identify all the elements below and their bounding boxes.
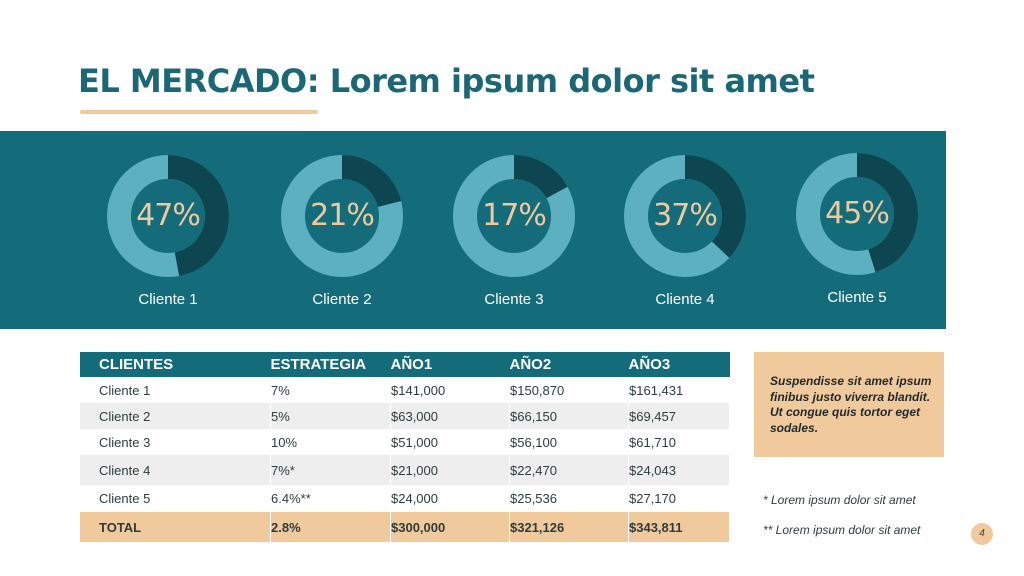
cell-year3: $161,431 [628, 377, 730, 403]
cell-year1: $51,000 [390, 429, 510, 455]
cell-year2: $150,870 [509, 377, 629, 403]
cell-client: Cliente 4 [80, 455, 271, 485]
total-year3: $343,811 [628, 512, 730, 542]
donut-4-label: Cliente 4 [655, 291, 715, 308]
cell-year1: $21,000 [390, 455, 510, 485]
donut-chart-1: 47% [105, 153, 231, 279]
clients-table: CLIENTES ESTRATEGIA AÑO1 AÑO2 AÑO3 Clien… [80, 352, 730, 542]
table-row: Cliente 4 7%* $21,000 $22,470 $24,043 [80, 455, 730, 485]
callout-note-text: Suspendisse sit amet ipsum finibus justo… [770, 374, 932, 435]
cell-strategy: 7%* [270, 455, 391, 485]
cell-strategy: 5% [270, 403, 391, 429]
col-header-ano1: AÑO1 [390, 352, 510, 377]
title-underline [80, 110, 318, 114]
donut-chart-2: 21% [279, 153, 405, 279]
donut-4-percent: 37% [653, 198, 718, 233]
table-total-row: TOTAL 2.8% $300,000 $321,126 $343,811 [80, 512, 730, 542]
cell-year2: $22,470 [509, 455, 629, 485]
cell-year2: $25,536 [509, 485, 629, 512]
cell-client: Cliente 2 [80, 403, 271, 429]
cell-client: Cliente 3 [80, 429, 271, 455]
cell-year3: $27,170 [628, 485, 730, 512]
donut-2-percent: 21% [310, 198, 375, 233]
table-header-row: CLIENTES ESTRATEGIA AÑO1 AÑO2 AÑO3 [80, 352, 730, 377]
donut-5-label: Cliente 5 [827, 289, 887, 306]
donut-5-value-arc [796, 153, 918, 275]
table-row: Cliente 3 10% $51,000 $56,100 $61,710 [80, 429, 730, 455]
total-year2: $321,126 [509, 512, 629, 542]
table-row: Cliente 2 5% $63,000 $66,150 $69,457 [80, 403, 730, 429]
donut-3-value-arc [453, 155, 575, 277]
donut-band: 47% Cliente 1 21% Cliente 2 17% Cliente … [0, 131, 946, 329]
donut-1-label: Cliente 1 [138, 291, 198, 308]
donut-chart-5: 45% [794, 151, 920, 277]
cell-year1: $24,000 [390, 485, 510, 512]
donut-chart-3: 17% [451, 153, 577, 279]
donut-4-value-arc [624, 155, 746, 277]
cell-year1: $63,000 [390, 403, 510, 429]
cell-strategy: 7% [270, 377, 391, 403]
footnote-2: ** Lorem ipsum dolor sit amet [763, 523, 921, 537]
col-header-clientes: CLIENTES [80, 352, 271, 377]
donut-1-percent: 47% [136, 198, 201, 233]
cell-strategy: 10% [270, 429, 391, 455]
col-header-ano2: AÑO2 [509, 352, 629, 377]
footnote-1: * Lorem ipsum dolor sit amet [763, 493, 916, 507]
cell-year3: $24,043 [628, 455, 730, 485]
table-row: Cliente 1 7% $141,000 $150,870 $161,431 [80, 377, 730, 403]
cell-year1: $141,000 [390, 377, 510, 403]
donut-2-label: Cliente 2 [312, 291, 372, 308]
donut-2-value-arc [281, 155, 403, 277]
cell-year2: $66,150 [509, 403, 629, 429]
col-header-estrategia: ESTRATEGIA [270, 352, 391, 377]
cell-year3: $61,710 [628, 429, 730, 455]
donut-5-percent: 45% [825, 196, 890, 231]
callout-note: Suspendisse sit amet ipsum finibus justo… [754, 352, 944, 457]
col-header-ano3: AÑO3 [628, 352, 730, 377]
cell-year3: $69,457 [628, 403, 730, 429]
donut-chart-4: 37% [622, 153, 748, 279]
total-year1: $300,000 [390, 512, 510, 542]
total-label: TOTAL [80, 512, 271, 542]
page-number-badge: 4 [971, 523, 993, 545]
slide-title: EL MERCADO: Lorem ipsum dolor sit amet [78, 62, 815, 100]
total-strategy: 2.8% [270, 512, 391, 542]
cell-client: Cliente 1 [80, 377, 271, 403]
table-row: Cliente 5 6.4%** $24,000 $25,536 $27,170 [80, 485, 730, 512]
cell-client: Cliente 5 [80, 485, 271, 512]
donut-3-label: Cliente 3 [484, 291, 544, 308]
donut-3-percent: 17% [482, 198, 547, 233]
donut-1-value-arc [107, 155, 229, 277]
cell-year2: $56,100 [509, 429, 629, 455]
cell-strategy: 6.4%** [270, 485, 391, 512]
